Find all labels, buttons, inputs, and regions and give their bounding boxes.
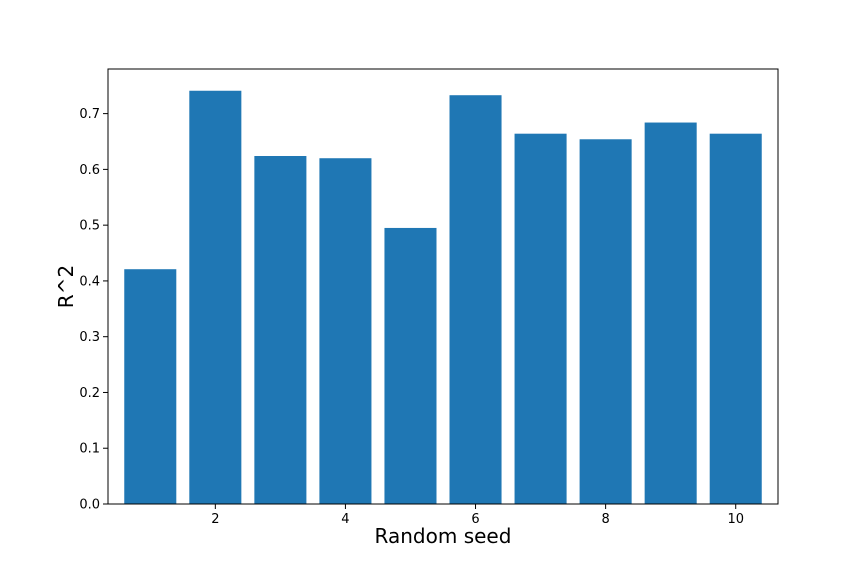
y-tick-label: 0.0 (79, 498, 100, 513)
y-tick-label: 0.3 (79, 330, 100, 345)
x-axis-ticks: 2 4 6 8 10 (211, 504, 744, 527)
bar-seed-3 (254, 156, 307, 504)
x-tick-label: 2 (211, 512, 219, 527)
bar-seed-5 (384, 227, 437, 504)
bar-seed-2 (189, 90, 242, 504)
y-tick-label: 0.6 (79, 163, 100, 178)
bar-seed-6 (449, 95, 502, 504)
bar-seed-7 (514, 133, 567, 504)
bar-seed-8 (579, 139, 632, 504)
x-tick-label: 4 (341, 512, 349, 527)
y-tick-label: 0.4 (79, 274, 100, 289)
y-tick-label: 0.5 (79, 219, 100, 234)
plot-area-frame (107, 68, 779, 505)
bar-seed-4 (319, 158, 372, 504)
y-axis-label: R^2 (54, 265, 78, 308)
bar-seed-1 (124, 269, 177, 504)
x-tick-label: 8 (601, 512, 609, 527)
y-tick-label: 0.7 (79, 107, 100, 122)
y-axis-ticks: 0.0 0.1 0.2 0.3 0.4 0.5 0.6 0.7 (79, 107, 108, 513)
y-tick-label: 0.1 (79, 442, 100, 457)
bars-group (124, 90, 762, 505)
bar-seed-9 (644, 122, 697, 505)
y-tick-label: 0.2 (79, 386, 100, 401)
x-axis-label: Random seed (375, 524, 512, 548)
x-tick-label: 10 (727, 512, 744, 527)
x-tick-label: 6 (471, 512, 479, 527)
bar-seed-10 (709, 133, 762, 504)
